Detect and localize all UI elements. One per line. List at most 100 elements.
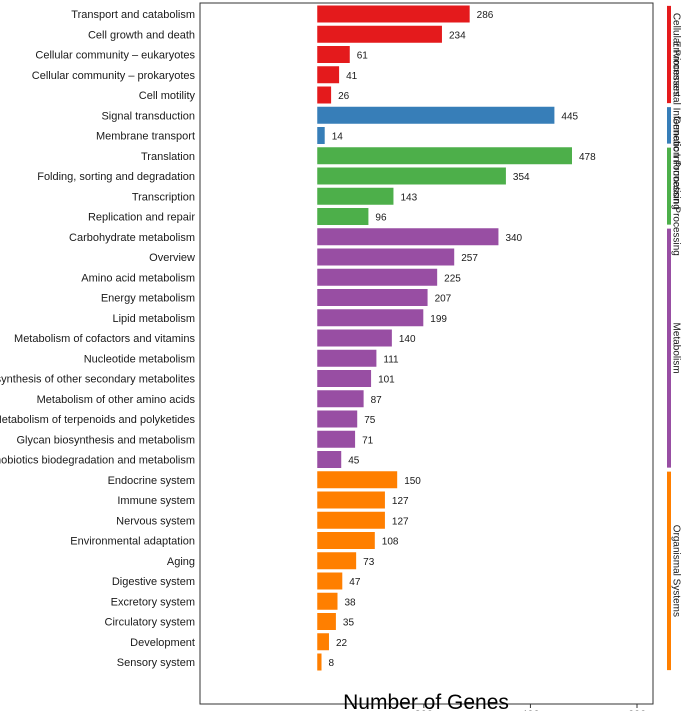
category-label: Endocrine system: [108, 475, 195, 487]
value-label: 340: [505, 233, 522, 244]
value-label: 8: [329, 658, 335, 669]
category-label: Membrane transport: [96, 131, 195, 143]
category-label: Sensory system: [117, 657, 195, 669]
group-strip-genetic-information-processing: [667, 147, 671, 225]
value-label: 47: [349, 577, 361, 588]
category-label: Cell growth and death: [88, 29, 195, 41]
group-strip-environmental-information-processing: [667, 107, 671, 144]
category-label: Transcription: [132, 191, 195, 203]
bar-development: [317, 633, 329, 651]
category-label: Environmental adaptation: [70, 536, 195, 548]
value-label: 207: [435, 294, 452, 305]
value-label: 140: [399, 334, 416, 345]
category-label: Xenobiotics biodegradation and metabolis…: [0, 455, 195, 467]
plot-panel: [199, 2, 654, 705]
category-labels: Transport and catabolism Cell growth and …: [0, 9, 195, 669]
group-label: Metabolism: [670, 323, 681, 374]
value-label: 87: [371, 395, 383, 406]
bar-translation: [317, 147, 572, 165]
bar-cell-growth-and-death: [317, 25, 442, 43]
category-label: Digestive system: [112, 576, 195, 588]
category-label: Replication and repair: [88, 212, 195, 224]
bar-overview: [317, 248, 455, 266]
bar-endocrine-system: [317, 471, 398, 489]
category-label: Translation: [141, 151, 195, 163]
value-labels: 2862346141264451447835414396340257225207…: [329, 10, 597, 669]
bar-digestive-system: [317, 572, 343, 590]
x-axis-title: Number of Genes: [343, 691, 509, 711]
category-label: Metabolism of terpenoids and polyketides: [0, 414, 195, 426]
value-label: 127: [392, 496, 409, 507]
bar-cell-motility: [317, 86, 332, 104]
bar-lipid-metabolism: [317, 309, 424, 327]
category-label: Biosynthesis of other secondary metaboli…: [0, 374, 195, 386]
value-label: 445: [561, 111, 578, 122]
value-label: 41: [346, 71, 358, 82]
value-label: 234: [449, 30, 466, 41]
group-strip-organismal-systems: [667, 471, 671, 671]
bar-excretory-system: [317, 592, 338, 610]
x-tick-label: 400: [521, 709, 539, 711]
category-label: Metabolism of other amino acids: [37, 394, 196, 406]
bar-sensory-system: [317, 653, 322, 671]
category-label: Circulatory system: [105, 617, 195, 629]
bar-transport-and-catabolism: [317, 5, 470, 23]
category-label: Cellular community – prokaryotes: [32, 70, 196, 82]
bar-membrane-transport: [317, 127, 325, 144]
category-label: Nervous system: [116, 515, 195, 527]
category-label: Carbohydrate metabolism: [69, 232, 195, 244]
category-label: Excretory system: [111, 596, 195, 608]
value-label: 150: [404, 476, 421, 487]
value-label: 199: [430, 314, 447, 325]
value-label: 354: [513, 172, 530, 183]
bar-metabolism-of-other-amino-acids: [317, 390, 364, 408]
bar-signal-transduction: [317, 106, 555, 124]
value-label: 75: [364, 415, 376, 426]
value-label: 96: [375, 213, 387, 224]
category-label: Cell motility: [139, 90, 196, 102]
bar-folding-sorting-and-degradation: [317, 167, 506, 185]
bar-aging: [317, 552, 357, 570]
value-label: 143: [400, 192, 417, 203]
category-label: Development: [130, 637, 195, 649]
bar-biosynthesis-of-other-secondary-metabolites: [317, 370, 372, 387]
x-axis-ticks: 200 400 600: [415, 704, 646, 711]
group-label: Genetic Information Processing: [670, 116, 681, 256]
bar-energy-metabolism: [317, 289, 428, 306]
category-label: Signal transduction: [101, 110, 195, 122]
bar-environmental-adaptation: [317, 532, 375, 549]
value-label: 101: [378, 375, 395, 386]
bar-glycan-biosynthesis-and-metabolism: [317, 430, 356, 448]
group-label: Environmental Information Processing: [670, 41, 681, 210]
value-label: 35: [343, 618, 355, 629]
value-label: 225: [444, 273, 461, 284]
value-label: 73: [363, 557, 375, 568]
category-label: Metabolism of cofactors and vitamins: [14, 333, 195, 345]
value-label: 478: [579, 152, 596, 163]
bar-replication-and-repair: [317, 208, 369, 225]
value-label: 45: [348, 456, 360, 467]
group-strip-metabolism: [667, 228, 671, 468]
category-label: Transport and catabolism: [71, 9, 195, 21]
group-strip-cellular-processes: [667, 5, 671, 104]
bar-circulatory-system: [317, 613, 336, 630]
bar-transcription: [317, 187, 394, 205]
bar-xenobiotics-biodegradation-and-metabolism: [317, 451, 342, 468]
value-label: 71: [362, 435, 374, 446]
category-label: Immune system: [117, 495, 195, 507]
value-label: 108: [382, 537, 399, 548]
category-label: Aging: [167, 556, 195, 568]
category-label: Lipid metabolism: [112, 313, 195, 325]
bar-nervous-system: [317, 511, 385, 529]
bar-metabolism-of-terpenoids-and-polyketides: [317, 410, 358, 428]
x-tick-label: 200: [415, 709, 433, 711]
value-label: 286: [477, 10, 494, 21]
value-label: 14: [332, 132, 344, 143]
bar-carbohydrate-metabolism: [317, 228, 499, 246]
bar-metabolism-of-cofactors-and-vitamins: [317, 329, 392, 347]
bar-nucleotide-metabolism: [317, 349, 377, 367]
bars-layer: [317, 5, 572, 671]
category-label: Nucleotide metabolism: [84, 353, 195, 365]
